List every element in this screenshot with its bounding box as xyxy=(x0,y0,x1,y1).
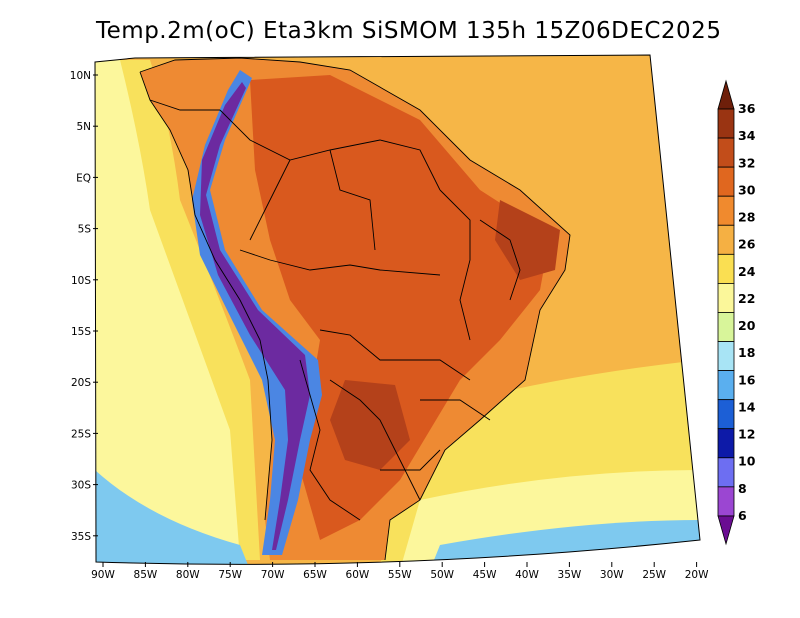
lon-tick-label: 80W xyxy=(176,569,200,581)
interior-hot-zone xyxy=(250,75,550,540)
country-borders xyxy=(139,57,571,561)
lat-tick-label: 25S xyxy=(71,428,91,440)
lon-tick-label: 85W xyxy=(134,569,158,581)
colorbar-swatch xyxy=(717,341,735,371)
pacific-cool-band xyxy=(95,60,240,560)
colorbar-label: 8 xyxy=(738,481,747,496)
lon-tick-label: 45W xyxy=(473,569,497,581)
lon-tick-label: 50W xyxy=(430,569,454,581)
colorbar-label: 32 xyxy=(738,155,755,170)
lat-tick-label: 30S xyxy=(71,480,91,492)
lat-tick-label: 5S xyxy=(78,224,92,236)
andes-cold-belt xyxy=(200,82,310,550)
colorbar: 36 34 32 30 28 26 24 22 20 18 16 14 12 10 8 6 xyxy=(717,79,756,546)
colorbar-swatch xyxy=(717,137,735,168)
map-frame xyxy=(94,54,701,565)
colorbar-label: 36 xyxy=(738,101,756,116)
colorbar-swatch xyxy=(717,486,735,517)
colorbar-swatch xyxy=(717,428,735,459)
south-pacific-cold xyxy=(95,470,250,565)
lon-tick-label: 25W xyxy=(642,569,666,581)
lon-tick-label: 40W xyxy=(515,569,539,581)
lon-tick-label: 65W xyxy=(303,569,327,581)
colorbar-label: 14 xyxy=(738,399,756,414)
colorbar-label: 26 xyxy=(738,237,756,252)
colorbar-swatch xyxy=(717,457,735,488)
chaco-very-hot-zone xyxy=(330,380,410,470)
lat-tick-label: 15S xyxy=(71,326,91,338)
lat-tick-label: 20S xyxy=(71,377,91,389)
lat-tick-label: EQ xyxy=(76,172,91,184)
colorbar-label: 16 xyxy=(738,372,756,387)
lat-tick-label: 5N xyxy=(76,121,91,133)
colorbar-label: 34 xyxy=(738,128,756,143)
lon-tick-label: 55W xyxy=(388,569,412,581)
lon-tick-label: 60W xyxy=(346,569,370,581)
colorbar-swatch xyxy=(717,399,735,430)
colorbar-label: 18 xyxy=(738,345,755,360)
colorbar-swatch xyxy=(717,108,735,139)
colorbar-swatch xyxy=(717,370,735,401)
lon-tick-label: 35W xyxy=(558,569,582,581)
colorbar-label: 6 xyxy=(738,508,747,523)
colorbar-label: 20 xyxy=(738,318,756,333)
map-field xyxy=(95,55,700,565)
latitude-axis: 10N 5N EQ 5S 10S 15S 20S 25S 30S 35S xyxy=(70,70,98,543)
colorbar-swatch xyxy=(717,195,735,226)
lat-tick-label: 10S xyxy=(71,275,91,287)
colorbar-swatch xyxy=(717,253,735,284)
colorbar-label: 24 xyxy=(738,264,756,279)
lat-tick-label: 35S xyxy=(71,531,91,543)
colorbar-label: 30 xyxy=(738,182,756,197)
colorbar-swatch xyxy=(717,282,735,313)
colorbar-swatch xyxy=(717,166,735,197)
colorbar-swatch xyxy=(717,312,735,342)
colorbar-swatch xyxy=(717,224,735,255)
colorbar-label: 12 xyxy=(738,427,755,442)
colorbar-label: 22 xyxy=(738,291,755,306)
lon-tick-label: 90W xyxy=(91,569,115,581)
lon-tick-label: 75W xyxy=(218,569,242,581)
colorbar-bottom-arrow xyxy=(717,515,735,546)
lat-tick-label: 10N xyxy=(70,70,91,82)
lon-tick-label: 70W xyxy=(261,569,285,581)
lon-tick-label: 20W xyxy=(685,569,709,581)
map-title: Temp.2m(oC) Eta3km SiSMOM 135h 15Z06DEC2… xyxy=(96,18,722,44)
colorbar-label: 28 xyxy=(738,210,755,225)
lon-tick-label: 30W xyxy=(600,569,624,581)
colorbar-label: 10 xyxy=(738,454,756,469)
longitude-axis: 90W 85W 80W 75W 70W 65W 60W 55W 50W 45W 40W 35W 30W 2… xyxy=(91,562,709,581)
northeast-very-hot-zone xyxy=(495,200,560,280)
colorbar-top-arrow xyxy=(717,79,735,110)
